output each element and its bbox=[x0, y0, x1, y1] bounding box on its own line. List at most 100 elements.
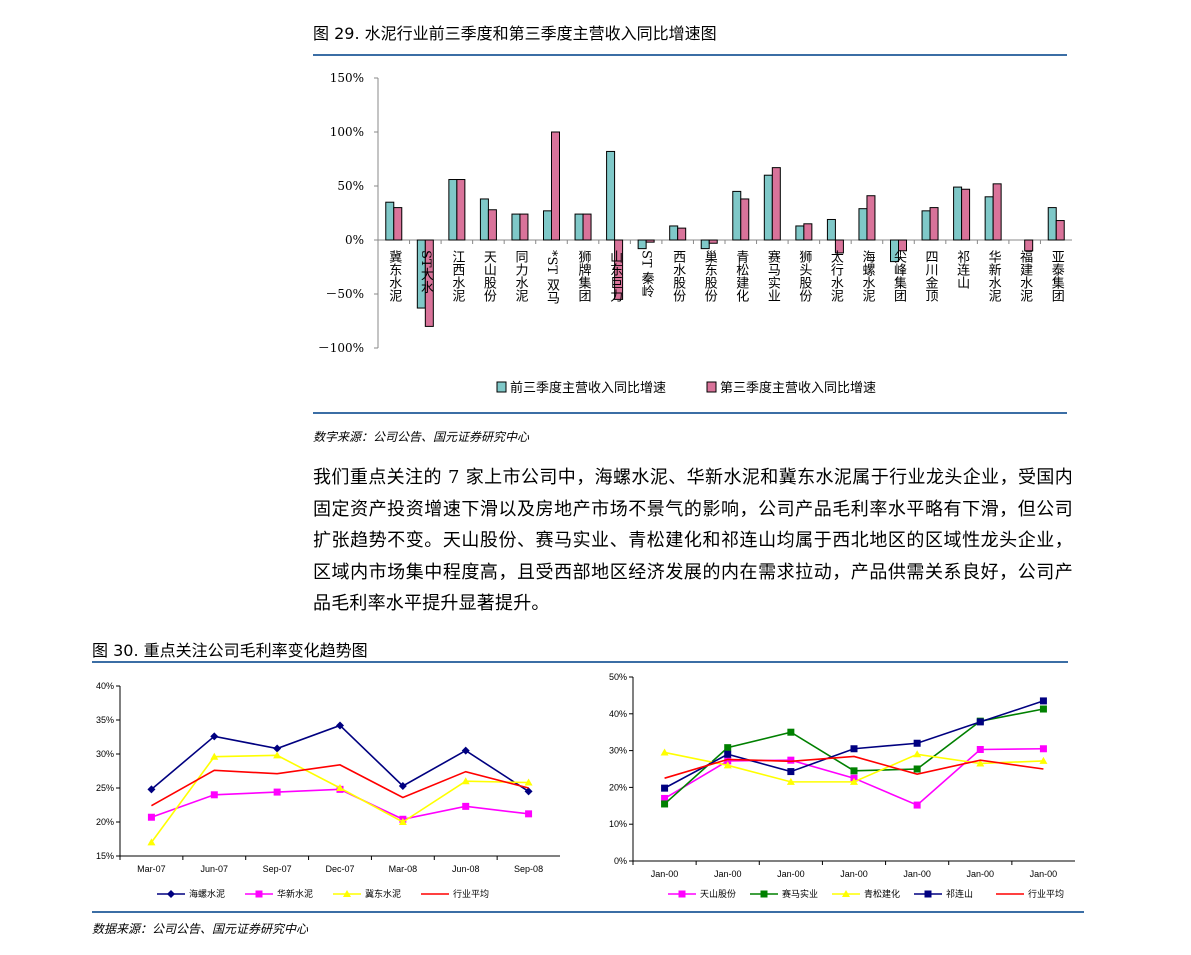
bar-chart-category-label: 狮牌集团 bbox=[576, 250, 592, 302]
bar-2 bbox=[1024, 239, 1034, 252]
line-point bbox=[786, 777, 795, 785]
line-legend-marker bbox=[842, 890, 850, 897]
line-chart-2-x-tick-label: Jan-00 bbox=[1030, 869, 1058, 879]
line-legend-marker bbox=[167, 890, 175, 898]
line-chart-1-y-tick-label: 15% bbox=[96, 851, 114, 861]
line-point bbox=[787, 756, 795, 764]
line-point bbox=[724, 750, 732, 758]
line-chart-1-x-tick-label: Jun-08 bbox=[452, 864, 480, 874]
bar-chart-y-tick-label: 0% bbox=[345, 233, 364, 247]
bar-2 bbox=[866, 195, 876, 241]
figure-30-title: 图 30. 重点关注公司毛利率变化趋势图 bbox=[92, 641, 368, 660]
line-point bbox=[1039, 705, 1047, 713]
line-chart-2-x-tick-label: Jan-00 bbox=[967, 869, 995, 879]
line-legend-marker bbox=[760, 890, 768, 898]
line-chart-2-x-tick-label: Jan-00 bbox=[840, 869, 868, 879]
bar-chart-category-label: 山东巨力 bbox=[607, 250, 623, 303]
line-point bbox=[661, 784, 669, 792]
line-chart-2-y-tick-label: 0% bbox=[614, 856, 627, 866]
bar-chart-category-label: 冀东水泥 bbox=[386, 249, 402, 302]
line-point bbox=[273, 744, 282, 753]
bar-2 bbox=[740, 198, 750, 241]
line-legend-label: 天山股份 bbox=[700, 888, 736, 900]
line-series-4 bbox=[151, 764, 529, 807]
bar-1 bbox=[1047, 207, 1057, 241]
bar-2 bbox=[551, 131, 560, 241]
line-point bbox=[525, 810, 533, 818]
bar-chart-category-label: 亚泰集团 bbox=[1049, 250, 1065, 302]
bar-1 bbox=[448, 179, 458, 241]
bar-chart-category-label: 西水股份 bbox=[670, 250, 686, 302]
line-chart-1-x-tick-label: Mar-08 bbox=[389, 864, 418, 874]
line-chart-1-y-tick-label: 30% bbox=[96, 749, 114, 759]
bar-1 bbox=[606, 150, 616, 241]
figure-29-top-rule bbox=[313, 54, 1067, 56]
line-legend-label: 青松建化 bbox=[864, 888, 900, 900]
bar-chart-category-label: 青松建化 bbox=[733, 250, 749, 303]
bar-legend-label: 第三季度主营收入同比增速 bbox=[720, 380, 876, 396]
bar-1 bbox=[479, 198, 489, 241]
bar-1 bbox=[763, 174, 773, 241]
line-chart-2-y-tick-label: 50% bbox=[609, 672, 627, 682]
bar-1 bbox=[511, 213, 521, 241]
bar-chart-category-label: 天山股份 bbox=[481, 250, 497, 302]
bar-1 bbox=[826, 218, 836, 241]
line-chart-2-y-tick-label: 10% bbox=[609, 819, 627, 829]
line-chart-2-x-tick-label: Jan-00 bbox=[903, 869, 931, 879]
bar-2 bbox=[803, 223, 813, 241]
bar-1 bbox=[858, 208, 868, 241]
bar-1 bbox=[732, 190, 742, 241]
figure-30-bottom-rule bbox=[92, 911, 1084, 913]
bar-2 bbox=[708, 239, 718, 244]
bar-2 bbox=[929, 207, 939, 241]
line-point bbox=[976, 718, 984, 726]
bar-1 bbox=[543, 210, 552, 241]
line-series-3 bbox=[150, 754, 529, 843]
line-legend-marker bbox=[343, 890, 351, 897]
line-legend-label: 祁连山 bbox=[946, 888, 973, 900]
bar-chart-category-label: ST 秦岭 bbox=[639, 250, 655, 298]
line-chart-1-x-tick-label: Mar-07 bbox=[137, 864, 166, 874]
bar-2 bbox=[961, 188, 971, 241]
line-chart-2-y-tick-label: 20% bbox=[609, 782, 627, 792]
line-legend-label: 行业平均 bbox=[453, 888, 489, 900]
line-chart-1-x-tick-label: Dec-07 bbox=[325, 864, 354, 874]
line-series-5 bbox=[664, 755, 1044, 779]
line-legend-label: 华新水泥 bbox=[277, 888, 313, 900]
line-point bbox=[850, 777, 858, 785]
bar-2 bbox=[582, 213, 592, 241]
bar-chart-y-tick-label: 50% bbox=[337, 179, 364, 193]
line-point bbox=[976, 759, 985, 767]
line-point bbox=[273, 788, 281, 796]
bar-chart-category-label: 四川金顶 bbox=[923, 250, 939, 302]
line-legend-label: 赛马实业 bbox=[782, 888, 818, 900]
line-point bbox=[1039, 745, 1047, 753]
line-point bbox=[210, 732, 219, 741]
line-point bbox=[147, 838, 156, 846]
bar-2 bbox=[424, 239, 434, 327]
line-chart-1-x-tick-label: Jun-07 bbox=[201, 864, 229, 874]
line-point bbox=[913, 801, 921, 809]
line-point bbox=[273, 751, 282, 759]
bar-2 bbox=[487, 209, 497, 241]
bar-chart-category-label: 江西水泥 bbox=[449, 250, 465, 302]
line-chart-1-y-tick-label: 20% bbox=[96, 817, 114, 827]
bar-chart-y-tick-label: 100% bbox=[330, 125, 364, 139]
bar-chart-category-label: 祁连山 bbox=[954, 250, 970, 289]
bar-2 bbox=[771, 167, 781, 241]
bar-chart-y-tick-label: －100% bbox=[318, 341, 364, 355]
line-point bbox=[724, 757, 732, 765]
line-point bbox=[461, 746, 470, 755]
line-point bbox=[913, 765, 921, 773]
line-legend-marker bbox=[255, 890, 263, 898]
line-point bbox=[660, 748, 669, 756]
line-point bbox=[787, 768, 795, 776]
bar-1 bbox=[984, 196, 994, 241]
bar-chart-y-tick-label: 150% bbox=[330, 71, 364, 85]
bar-2 bbox=[834, 239, 844, 254]
bar-legend-swatch bbox=[496, 381, 507, 393]
line-chart-1-x-tick-label: Sep-08 bbox=[514, 864, 543, 874]
bar-1 bbox=[700, 239, 710, 250]
bar-chart-category-label: 狮头股份 bbox=[796, 250, 812, 302]
